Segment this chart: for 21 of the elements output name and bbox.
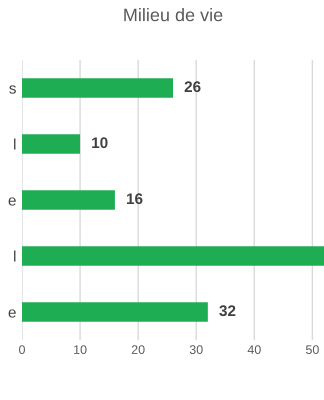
data-label: 26 bbox=[184, 81, 201, 92]
y-tick-label: l bbox=[14, 138, 16, 150]
x-tick-label: 0 bbox=[19, 345, 25, 354]
bar bbox=[22, 134, 80, 154]
y-tick-label: e bbox=[8, 309, 16, 318]
data-label: 32 bbox=[219, 305, 236, 316]
x-tick-label: 40 bbox=[248, 345, 261, 354]
x-tick-label: 50 bbox=[306, 345, 319, 354]
bar bbox=[22, 302, 208, 322]
y-tick-label: l bbox=[14, 250, 16, 262]
bar bbox=[22, 246, 324, 266]
bar bbox=[22, 78, 173, 98]
chart-title: Milieu de vie bbox=[124, 8, 222, 22]
y-tick-label: s bbox=[9, 85, 16, 94]
x-tick-label: 10 bbox=[74, 345, 87, 354]
data-label: 16 bbox=[126, 193, 142, 204]
x-tick-label: 20 bbox=[132, 345, 145, 354]
y-tick-label: e bbox=[8, 197, 16, 206]
data-label: 10 bbox=[92, 137, 108, 148]
x-tick-label: 30 bbox=[190, 345, 203, 354]
bar bbox=[22, 190, 115, 210]
